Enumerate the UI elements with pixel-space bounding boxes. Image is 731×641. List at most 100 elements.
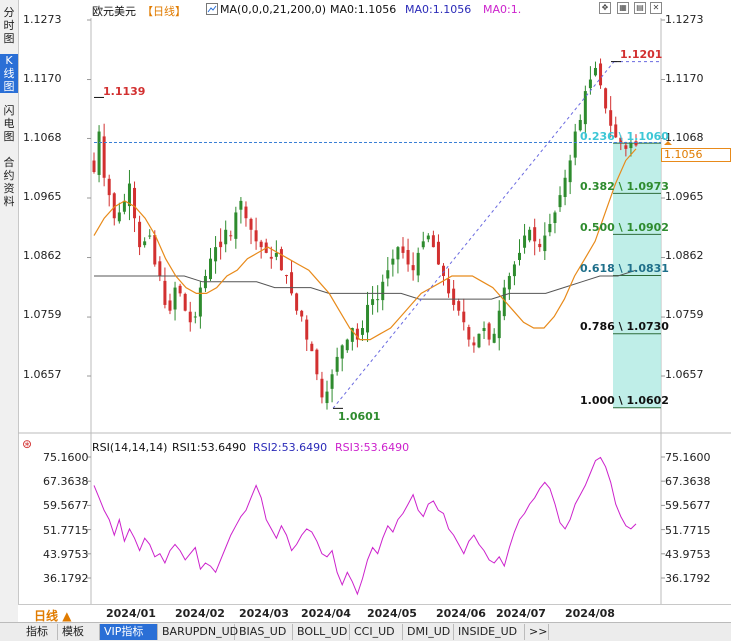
candle-body	[609, 110, 613, 126]
candle-body	[553, 212, 557, 224]
period-label[interactable]: 【日线】	[142, 5, 186, 18]
candle-body	[209, 258, 213, 280]
candle-body	[300, 310, 304, 317]
candle-body	[133, 187, 137, 219]
sidebar-tab-timeshare[interactable]: 分时图	[3, 6, 15, 45]
chart-line-icon[interactable]	[206, 3, 218, 17]
candle-body	[224, 229, 228, 245]
date-label: 2024/01	[106, 607, 156, 620]
dock-icon[interactable]: ▤	[634, 2, 646, 14]
candle-body	[543, 235, 547, 252]
price-tick-label: 1.0657	[23, 368, 62, 381]
candle-body	[335, 356, 339, 372]
candle-body	[158, 261, 162, 277]
tab-indicators[interactable]: 指标	[22, 624, 58, 640]
candle-body	[269, 256, 273, 259]
rsi-tick-label: 75.1600	[665, 451, 711, 464]
candle-body	[563, 177, 567, 198]
fibonacci-trend-line	[332, 61, 615, 409]
candle-body	[325, 391, 329, 404]
candle-body	[457, 301, 461, 311]
grid-icon[interactable]: ▦	[617, 2, 629, 14]
rsi1-value: RSI1:53.6490	[172, 441, 247, 454]
candle-body	[350, 328, 354, 342]
date-label: 2024/07	[496, 607, 546, 620]
low-annotation: 1.0601	[338, 410, 381, 423]
sidebar-tab-flash[interactable]: 闪电图	[3, 104, 15, 143]
candle-body	[163, 280, 167, 305]
candle-body	[538, 243, 542, 248]
candle-body	[477, 333, 481, 348]
candle-body	[523, 235, 527, 248]
candle-body	[198, 287, 202, 317]
candle-body	[391, 258, 395, 265]
candle-body	[624, 145, 628, 149]
candle-body	[583, 91, 587, 125]
candle-body	[274, 252, 278, 257]
candle-body	[533, 227, 537, 242]
expand-icon[interactable]: ✥	[599, 2, 611, 14]
fib-label-0236: 0.236 \ 1.1060	[580, 130, 669, 143]
price-arrow-icon	[664, 141, 672, 145]
tab-inside[interactable]: INSIDE_UD	[454, 624, 525, 640]
candle-body	[366, 304, 370, 333]
candle-body	[467, 327, 471, 340]
candle-body	[411, 265, 415, 271]
candle-body	[386, 270, 390, 279]
candle-body	[310, 343, 314, 352]
tab-more[interactable]: >>	[525, 624, 549, 640]
tab-boll[interactable]: BOLL_UD	[293, 624, 350, 640]
candle-body	[122, 200, 126, 212]
sidebar-tab-contract-info[interactable]: 合约资料	[3, 156, 15, 208]
candle-body	[117, 212, 121, 222]
candle-body	[578, 119, 582, 131]
rsi-tick-label: 51.7715	[43, 524, 89, 537]
price-tick-label: 1.0759	[665, 308, 704, 321]
fib-label-0618: 0.618 \ 1.0831	[580, 262, 669, 275]
ma-params: MA(0,0,0,21,200,0)	[220, 3, 327, 16]
price-tick-label: 1.0657	[665, 368, 704, 381]
tab-dmi[interactable]: DMI_UD	[403, 624, 454, 640]
candle-body	[214, 247, 218, 262]
tab-bias[interactable]: BIAS_UD	[235, 624, 293, 640]
high-annotation: 1.1139	[103, 85, 146, 98]
tab-barupdn[interactable]: BARUPDN_UD	[158, 624, 238, 640]
tab-templates[interactable]: 模板	[58, 624, 100, 640]
tab-vip-indicators[interactable]: VIP指标	[100, 624, 158, 640]
rsi-tick-label: 67.3638	[665, 475, 711, 488]
price-tick-label: 1.1273	[665, 13, 704, 26]
candle-body	[614, 124, 618, 138]
close-icon[interactable]: ✕	[650, 2, 662, 14]
candle-body	[345, 339, 349, 351]
candle-body	[193, 316, 197, 318]
ma21-line	[93, 148, 637, 341]
candle-body	[244, 206, 248, 219]
rsi-target-icon[interactable]: ⊛	[22, 437, 33, 451]
candle-body	[447, 279, 451, 294]
rsi-line	[93, 456, 637, 596]
candle-body	[573, 131, 577, 158]
sidebar-tab-kline[interactable]: K线图	[0, 54, 18, 93]
candle-body	[406, 250, 410, 265]
candle-body	[507, 276, 511, 290]
candle-body	[619, 137, 623, 144]
price-tick-label: 1.1170	[23, 72, 62, 85]
price-tick-label: 1.0965	[665, 190, 704, 203]
candle-body	[168, 300, 172, 311]
candle-body	[588, 79, 592, 89]
candle-body	[381, 281, 385, 301]
candle-body	[279, 249, 283, 271]
ma0-value-3: MA0:1.	[483, 3, 522, 16]
candle-body	[315, 349, 319, 375]
candle-body	[305, 319, 309, 340]
candle-body	[259, 241, 263, 248]
tab-cci[interactable]: CCI_UD	[350, 624, 403, 640]
period-selector[interactable]: 日线 ▲	[34, 609, 72, 623]
peak-annotation: 1.1201	[620, 48, 663, 61]
candle-body	[497, 310, 501, 339]
candle-body	[188, 311, 192, 323]
price-tick-label: 1.0965	[23, 190, 62, 203]
date-label: 2024/08	[565, 607, 615, 620]
candlestick-chart[interactable]	[0, 0, 731, 604]
candle-body	[290, 272, 294, 294]
